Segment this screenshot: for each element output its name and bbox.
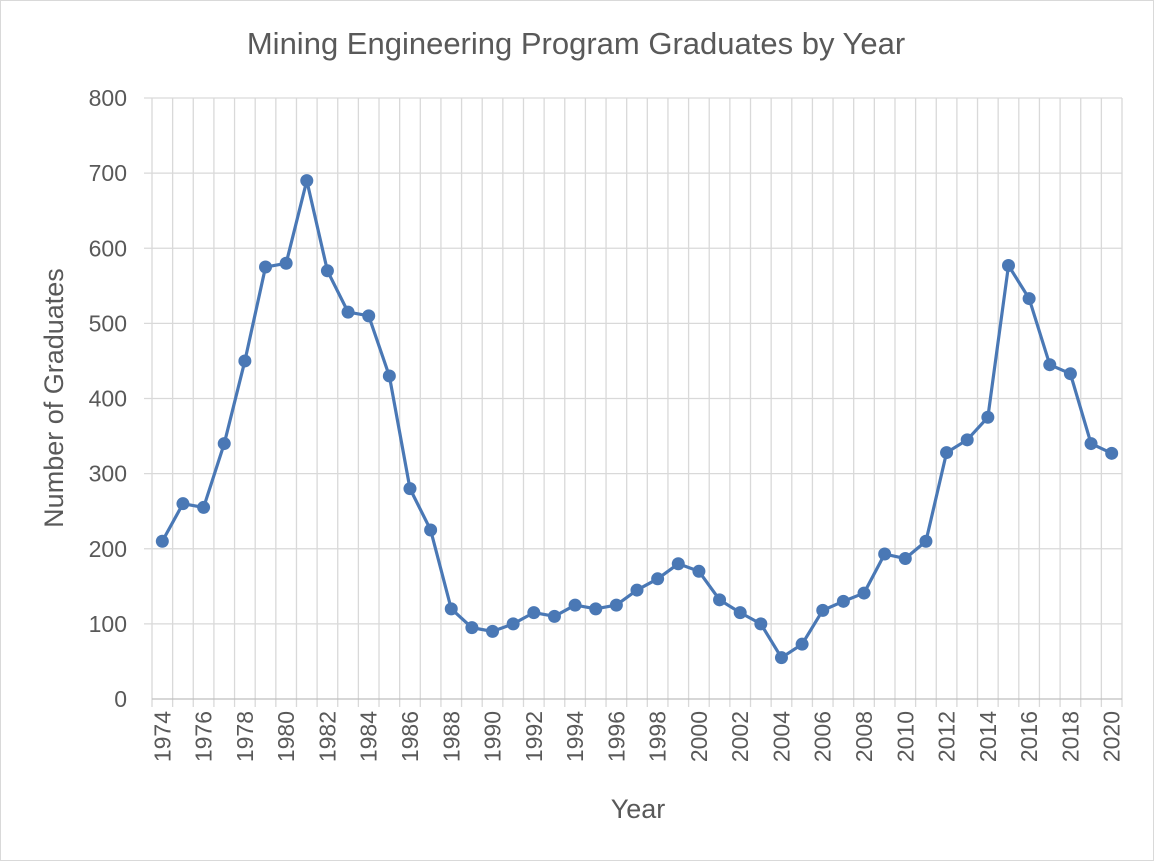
x-tick-label-1976: 1976 — [191, 711, 217, 762]
x-tick-label-2008: 2008 — [851, 711, 877, 762]
chart-title: Mining Engineering Program Graduates by … — [247, 26, 905, 61]
data-point-2019 — [1084, 437, 1098, 451]
data-point-2016 — [1022, 292, 1036, 306]
data-point-2018 — [1063, 367, 1077, 381]
x-tick-label-1980: 1980 — [273, 711, 299, 762]
data-point-1989 — [465, 621, 479, 635]
data-point-2000 — [692, 564, 706, 578]
x-axis-tick-labels: 1974 1976 1978 1980 1982 1984 1986 1988 1990 1992… — [149, 711, 1124, 762]
x-tick-label-2000: 2000 — [686, 711, 712, 762]
x-tick-label-1992: 1992 — [521, 711, 547, 762]
data-point-1991 — [506, 617, 520, 631]
data-point-1993 — [547, 609, 561, 623]
data-point-1984 — [362, 309, 376, 323]
data-point-2006 — [816, 603, 830, 617]
y-tick-label-700: 700 — [89, 160, 127, 186]
x-tick-label-2004: 2004 — [768, 711, 794, 762]
x-tick-label-1998: 1998 — [645, 711, 671, 762]
data-point-2014 — [981, 410, 995, 424]
data-point-1975 — [176, 497, 190, 511]
data-point-1988 — [444, 602, 458, 616]
data-point-2004 — [774, 651, 788, 665]
y-tick-label-100: 100 — [89, 611, 127, 637]
data-point-2015 — [1001, 259, 1015, 273]
data-point-2002 — [733, 606, 747, 620]
x-tick-label-1982: 1982 — [314, 711, 340, 762]
gridlines — [144, 97, 1123, 707]
data-point-1987 — [424, 523, 438, 537]
data-point-2009 — [878, 547, 892, 561]
data-point-1999 — [671, 557, 685, 571]
x-axis-title: Year — [611, 794, 666, 824]
data-point-1983 — [341, 305, 355, 319]
data-point-1980 — [279, 256, 293, 270]
data-point-1981 — [300, 174, 314, 188]
y-tick-label-200: 200 — [89, 536, 127, 562]
data-point-2020 — [1105, 446, 1119, 460]
x-tick-label-2020: 2020 — [1099, 711, 1125, 762]
y-tick-label-800: 800 — [89, 85, 127, 111]
x-tick-label-1986: 1986 — [397, 711, 423, 762]
data-point-1990 — [486, 624, 500, 638]
x-tick-label-2014: 2014 — [975, 711, 1001, 762]
data-point-1998 — [651, 572, 665, 586]
data-point-1977 — [217, 437, 231, 451]
x-tick-label-2002: 2002 — [727, 711, 753, 762]
data-point-2007 — [836, 594, 850, 608]
y-tick-label-300: 300 — [89, 461, 127, 487]
data-point-1985 — [382, 369, 396, 383]
y-tick-label-0: 0 — [114, 686, 127, 712]
data-point-2012 — [940, 446, 954, 460]
data-point-2001 — [713, 593, 727, 607]
x-tick-label-2010: 2010 — [892, 711, 918, 762]
data-point-2011 — [919, 534, 933, 548]
data-point-2017 — [1043, 358, 1057, 372]
series-graduates — [155, 174, 1119, 665]
data-point-1976 — [197, 500, 211, 514]
x-tick-label-1978: 1978 — [232, 711, 258, 762]
x-tick-label-2006: 2006 — [810, 711, 836, 762]
data-point-1997 — [630, 583, 644, 597]
x-tick-label-1994: 1994 — [562, 711, 588, 762]
data-point-2005 — [795, 637, 809, 651]
y-axis-title: Number of Graduates — [39, 268, 69, 528]
data-point-1974 — [155, 534, 169, 548]
x-tick-label-1988: 1988 — [438, 711, 464, 762]
data-point-1986 — [403, 482, 417, 496]
y-axis-tick-labels: 0 100 200 300 400 500 600 700 800 — [89, 85, 127, 712]
data-point-2003 — [754, 617, 768, 631]
data-point-1992 — [527, 606, 541, 620]
data-point-2013 — [960, 433, 974, 447]
y-tick-label-400: 400 — [89, 386, 127, 412]
x-tick-label-1996: 1996 — [603, 711, 629, 762]
y-tick-label-500: 500 — [89, 310, 127, 336]
data-point-1979 — [259, 260, 273, 274]
data-point-2010 — [898, 552, 912, 566]
x-tick-label-2016: 2016 — [1016, 711, 1042, 762]
x-tick-label-2018: 2018 — [1057, 711, 1083, 762]
y-tick-label-600: 600 — [89, 235, 127, 261]
data-point-1994 — [568, 598, 582, 612]
data-point-2008 — [857, 586, 871, 600]
x-tick-label-1974: 1974 — [149, 711, 175, 762]
x-tick-label-2012: 2012 — [934, 711, 960, 762]
data-point-1982 — [320, 264, 334, 278]
data-point-1978 — [238, 354, 252, 368]
x-tick-label-1984: 1984 — [356, 711, 382, 762]
data-point-1996 — [609, 598, 623, 612]
x-tick-label-1990: 1990 — [480, 711, 506, 762]
data-point-1995 — [589, 602, 603, 616]
